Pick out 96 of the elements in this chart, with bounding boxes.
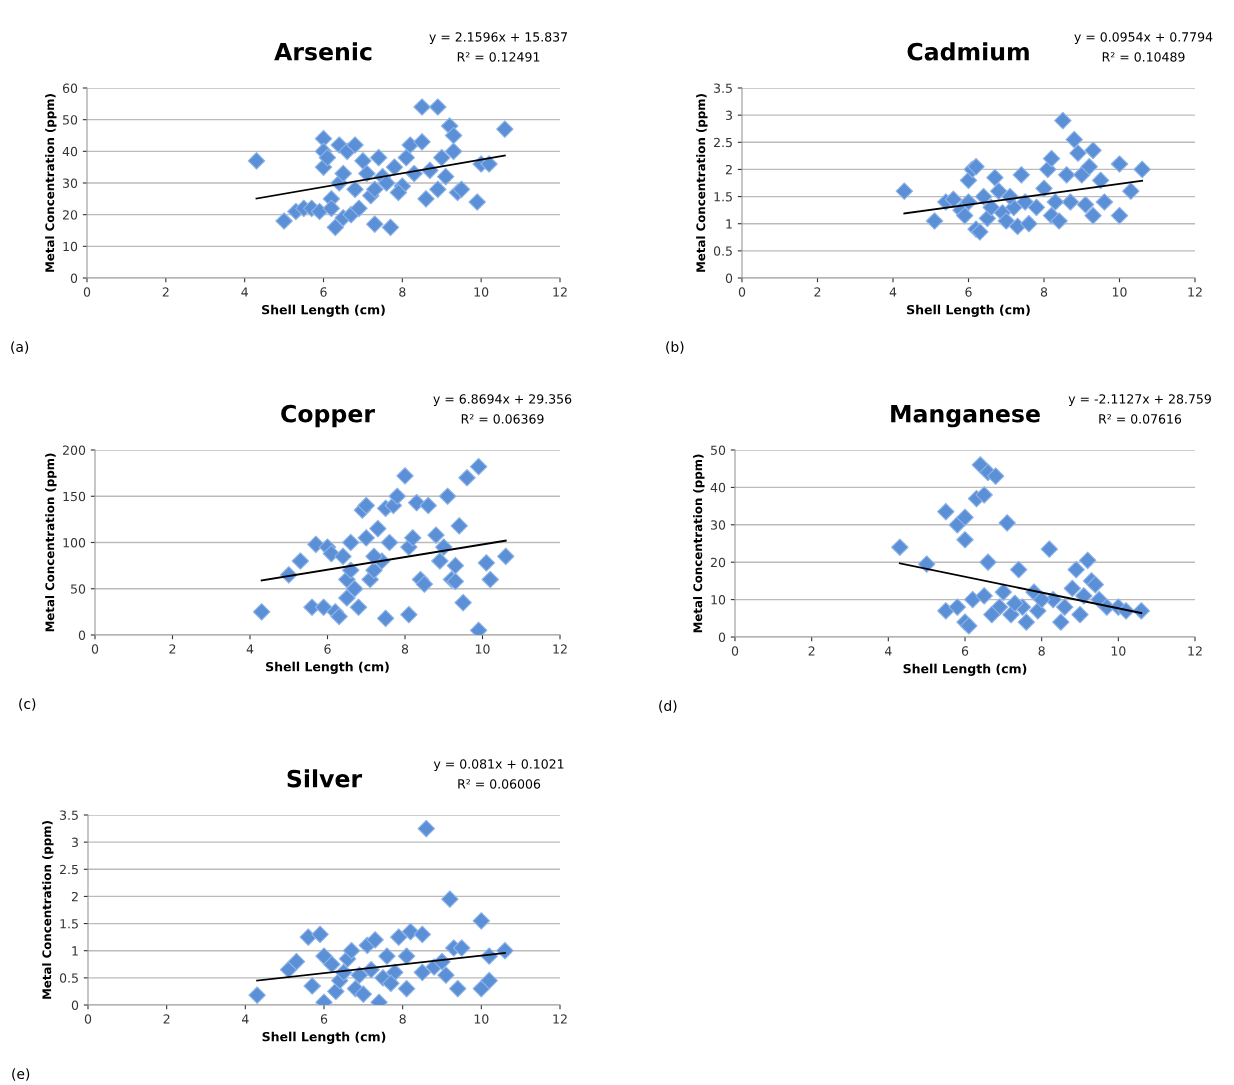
x-tick-label: 12	[1188, 646, 1202, 656]
text: R² = 0.06369	[461, 414, 544, 424]
x-tick-label: 12	[553, 287, 567, 297]
y-tick-label: 2.5	[60, 864, 78, 875]
x-tick-label: 6	[324, 644, 331, 654]
text: y = 0.0954x + 0.7794	[1074, 32, 1213, 45]
y-tick-label: 2	[725, 164, 732, 175]
x-axis-title: Shell Length (cm)	[907, 304, 1030, 317]
x-tick-label: 4	[246, 644, 254, 654]
text: (d)	[659, 700, 677, 713]
y-tick-label: 30	[711, 520, 726, 530]
x-tick-label: 4	[889, 287, 897, 297]
x-tick-label: 10	[475, 644, 490, 654]
text: y = 0.081x + 0.1021	[433, 759, 564, 772]
x-axis-title: Shell Length (cm)	[262, 1031, 386, 1044]
y-tick-label: 200	[63, 445, 86, 455]
text: y = 2.1596x + 15.837	[429, 32, 567, 45]
y-tick-label: 100	[63, 537, 86, 548]
x-tick-label: 4	[241, 1014, 249, 1024]
text: R² = 0.07616	[1099, 414, 1182, 424]
y-tick-label: 1	[726, 219, 732, 229]
x-tick-label: 2	[814, 287, 821, 297]
chart-title: Silver	[287, 769, 363, 788]
y-tick-label: 2.5	[714, 137, 732, 148]
text: (c)	[19, 698, 36, 711]
x-tick-label: 8	[401, 644, 409, 654]
x-tick-label: 8	[1038, 646, 1045, 656]
y-tick-label: 150	[63, 491, 86, 502]
text: R² = 0.06006	[458, 779, 541, 789]
x-tick-label: 12	[553, 644, 567, 654]
y-axis-title: Metal Concentration (ppm)	[45, 94, 57, 272]
y-tick-label: 10	[711, 595, 726, 605]
x-tick-label: 8	[399, 1014, 406, 1024]
chart-title: Arsenic	[274, 42, 372, 61]
y-tick-label: 20	[62, 210, 78, 220]
x-tick-label: 10	[474, 1014, 489, 1024]
y-tick-label: 30	[63, 178, 78, 188]
y-tick-label: 0	[71, 1000, 79, 1010]
y-tick-label: 1.5	[714, 192, 732, 202]
x-tick-label: 4	[241, 287, 248, 297]
y-tick-label: 0	[725, 273, 733, 283]
y-axis-title: Metal Concentration (ppm)	[45, 453, 57, 632]
text: R² = 0.12491	[457, 52, 540, 62]
y-tick-label: 3.5	[714, 83, 732, 93]
y-tick-label: 50	[711, 445, 726, 455]
y-tick-label: 0.5	[713, 246, 732, 256]
x-tick-label: 6	[320, 1014, 328, 1024]
y-axis-title: Metal Concentration (ppm)	[42, 821, 54, 999]
x-tick-label: 12	[553, 1014, 567, 1024]
x-tick-label: 2	[169, 644, 176, 654]
x-tick-label: 8	[1040, 287, 1048, 297]
y-tick-label: 40	[710, 482, 726, 493]
text: (b)	[666, 341, 684, 354]
x-tick-label: 4	[884, 646, 892, 656]
y-tick-label: 2	[71, 891, 78, 902]
y-tick-label: 3	[725, 110, 732, 121]
x-tick-label: 8	[399, 287, 406, 297]
x-tick-label: 6	[320, 287, 327, 297]
y-tick-label: 20	[710, 557, 726, 568]
chart-title: Cadmium	[907, 42, 1029, 61]
text: (a)	[11, 341, 29, 354]
chart-title: Copper	[281, 404, 375, 428]
x-tick-label: 2	[808, 646, 815, 656]
y-axis-title: Metal Concentration (ppm)	[696, 94, 708, 272]
y-tick-label: 0.5	[59, 973, 78, 983]
y-axis-title: Metal Concentration (ppm)	[693, 454, 705, 633]
y-tick-label: 3	[71, 837, 78, 848]
x-tick-label: 10	[1111, 646, 1126, 656]
y-tick-label: 10	[63, 241, 78, 252]
x-tick-label: 6	[961, 646, 969, 656]
y-tick-label: 60	[62, 83, 78, 93]
y-tick-label: 50	[63, 115, 78, 125]
y-tick-label: 3.5	[60, 810, 78, 820]
x-axis-title: Shell Length (cm)	[262, 304, 385, 317]
text: (e)	[12, 1068, 30, 1081]
x-tick-label: 2	[163, 1014, 170, 1024]
text: R² = 0.10489	[1102, 52, 1185, 62]
x-tick-label: 12	[1188, 287, 1202, 297]
text: y = -2.1127x + 28.759	[1068, 394, 1211, 407]
x-tick-label: 0	[738, 287, 746, 297]
y-tick-label: 1	[72, 946, 78, 956]
y-tick-label: 1.5	[60, 919, 78, 929]
y-tick-label: 50	[71, 584, 86, 594]
chart-title: Manganese	[891, 405, 1040, 428]
x-axis-title: Shell Length (cm)	[903, 663, 1027, 676]
text: y = 6.8694x + 29.356	[433, 394, 572, 407]
y-tick-label: 40	[62, 146, 78, 157]
x-tick-label: 0	[91, 644, 99, 654]
y-tick-label: 0	[78, 630, 86, 640]
y-tick-label: 0	[70, 273, 78, 283]
y-tick-label: 0	[718, 632, 726, 642]
x-tick-label: 6	[965, 287, 972, 297]
x-axis-title: Shell Length (cm)	[266, 661, 389, 674]
x-tick-label: 2	[162, 287, 169, 297]
x-tick-label: 10	[474, 287, 489, 297]
x-tick-label: 10	[1112, 287, 1127, 297]
